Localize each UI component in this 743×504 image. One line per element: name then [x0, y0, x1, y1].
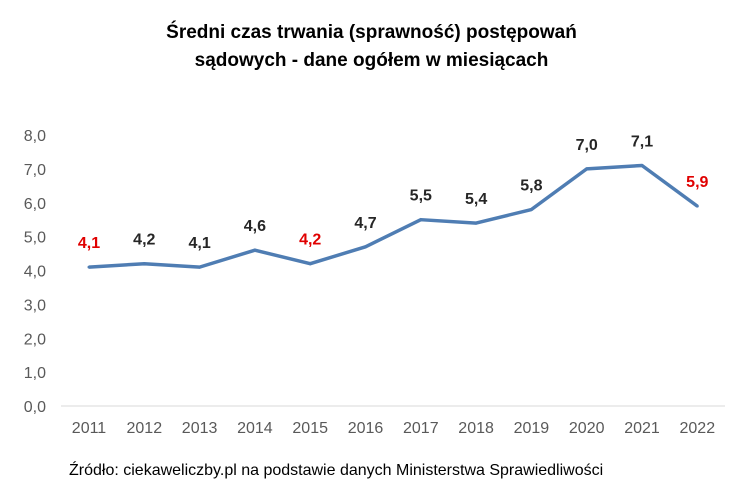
- data-point: [364, 245, 367, 249]
- data-label: 5,4: [465, 191, 487, 208]
- x-tick-label: 2015: [292, 420, 328, 437]
- data-point: [419, 218, 423, 222]
- data-label: 5,8: [520, 178, 542, 195]
- x-tick-label: 2021: [624, 420, 660, 437]
- data-label: 4,6: [244, 218, 266, 235]
- y-tick-label: 2,0: [24, 331, 46, 348]
- data-label: 5,5: [410, 188, 432, 205]
- x-tick-label: 2012: [127, 420, 163, 437]
- data-point: [253, 248, 257, 252]
- data-point: [308, 262, 312, 266]
- x-tick-label: 2022: [680, 420, 716, 437]
- data-label: 5,9: [686, 174, 708, 191]
- x-tick-label: 2017: [403, 420, 439, 437]
- source-note: Źródło: ciekaweliczby.pl na podstawie da…: [69, 462, 604, 479]
- data-label: 4,2: [133, 232, 155, 249]
- y-tick-label: 8,0: [24, 128, 46, 145]
- x-tick-label: 2011: [72, 420, 107, 437]
- x-tick-label: 2020: [569, 420, 605, 437]
- data-label: 4,2: [299, 232, 321, 249]
- data-point: [142, 262, 146, 266]
- x-tick-label: 2018: [458, 420, 494, 437]
- data-label: 4,1: [78, 235, 100, 252]
- data-point: [87, 265, 91, 269]
- x-tick-label: 2013: [182, 420, 218, 437]
- chart-title-line-2: sądowych - dane ogółem w miesiącach: [194, 50, 549, 71]
- chart-title-line-1: Średni czas trwania (sprawność) postępow…: [166, 22, 577, 43]
- y-tick-label: 7,0: [24, 162, 46, 179]
- series-line: [88, 163, 699, 269]
- y-tick-label: 5,0: [24, 230, 46, 247]
- data-point: [529, 208, 533, 212]
- data-point: [474, 221, 478, 225]
- x-tick-label: 2014: [237, 420, 273, 437]
- y-tick-label: 1,0: [24, 365, 46, 382]
- data-point: [640, 163, 644, 167]
- data-point: [198, 265, 202, 269]
- data-label: 7,0: [576, 137, 598, 154]
- data-label: 4,1: [188, 235, 210, 252]
- data-label: 7,1: [631, 133, 653, 150]
- y-tick-label: 4,0: [24, 264, 46, 281]
- x-tick-label: 2016: [348, 420, 384, 437]
- data-point: [585, 167, 589, 171]
- data-point: [695, 204, 699, 208]
- y-tick-label: 6,0: [24, 196, 46, 213]
- y-tick-label: 3,0: [24, 297, 46, 314]
- x-tick-label: 2019: [514, 420, 550, 437]
- data-label: 4,7: [354, 215, 376, 232]
- y-tick-label: 0,0: [24, 399, 46, 416]
